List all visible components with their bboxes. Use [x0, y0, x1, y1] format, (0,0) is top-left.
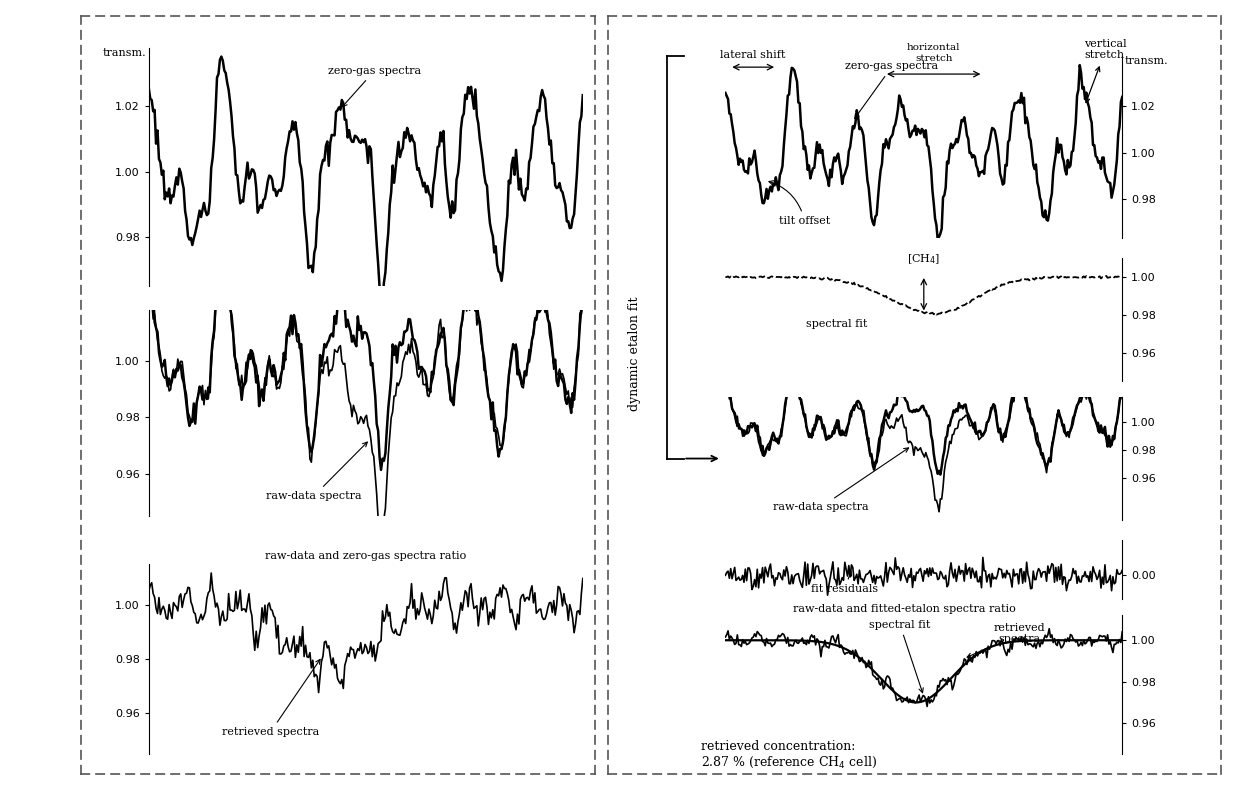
- Text: retrieved spectra: retrieved spectra: [222, 659, 320, 738]
- Text: lateral shift: lateral shift: [720, 50, 786, 60]
- Text: raw-data and zero-gas spectra ratio: raw-data and zero-gas spectra ratio: [265, 551, 466, 561]
- Text: zero-gas spectra: zero-gas spectra: [327, 66, 422, 106]
- Text: raw-data spectra: raw-data spectra: [265, 442, 367, 501]
- Text: retrieved concentration:
2.87 % (reference CH$_4$ cell): retrieved concentration: 2.87 % (referen…: [701, 740, 877, 770]
- Text: vertical
stretch: vertical stretch: [1085, 39, 1127, 102]
- Text: raw-data spectra: raw-data spectra: [773, 448, 909, 512]
- Text: dynamic etalon fit: dynamic etalon fit: [629, 296, 641, 410]
- Text: transm.: transm.: [1125, 56, 1168, 66]
- Text: [CH$_4$]: [CH$_4$]: [908, 252, 940, 266]
- Text: tilt offset: tilt offset: [769, 181, 831, 226]
- Text: retrieved
spectra: retrieved spectra: [967, 622, 1045, 657]
- Text: spectral fit: spectral fit: [806, 319, 867, 330]
- Text: zero-gas spectra: zero-gas spectra: [846, 61, 939, 118]
- Text: transm.: transm.: [103, 48, 146, 58]
- Text: horizontal
stretch: horizontal stretch: [906, 43, 961, 63]
- Text: raw-data and fitted-etalon spectra ratio: raw-data and fitted-etalon spectra ratio: [792, 603, 1016, 614]
- Text: spectral fit: spectral fit: [869, 620, 931, 692]
- Text: fit residuals: fit residuals: [811, 572, 878, 595]
